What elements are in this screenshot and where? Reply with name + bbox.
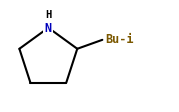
Text: Bu-i: Bu-i (105, 33, 134, 46)
Text: N: N (45, 22, 52, 35)
Text: H: H (45, 10, 51, 20)
